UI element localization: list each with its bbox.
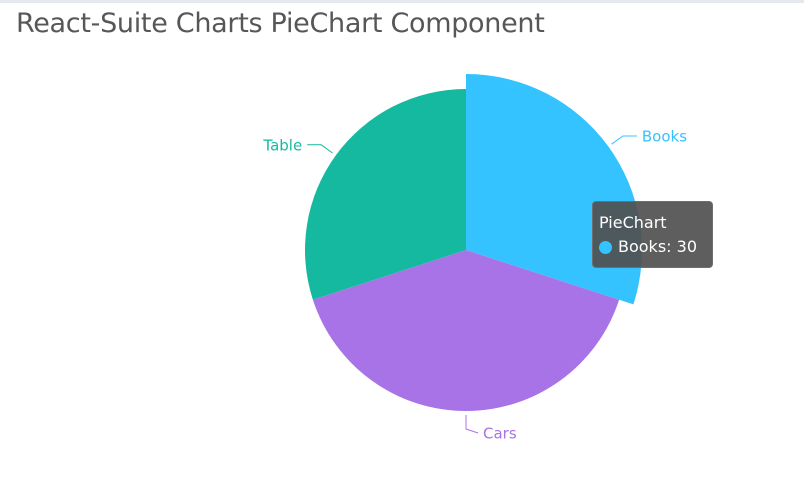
pie-label-books: Books [642,128,687,146]
chart-tooltip: PieChart Books: 30 [592,201,713,268]
tooltip-row: Books: 30 [599,235,712,259]
pie-label-table: Table [262,136,302,154]
top-divider [0,0,804,3]
pie-label-line-cars [465,415,479,434]
tooltip-title: PieChart [599,213,667,232]
pie-label-line-table [307,144,333,154]
tooltip-value: 30 [676,237,697,256]
tooltip-series-label: Books [618,237,667,256]
tooltip-separator: : [666,237,677,256]
pie-label-line-books [611,135,637,145]
tooltip-series-dot [599,240,612,254]
pie-label-cars: Cars [483,425,517,443]
page-title: React-Suite Charts PieChart Component [16,8,545,39]
pie-labels: Books Cars Table [262,128,687,443]
pie-slice-cars[interactable] [312,250,620,411]
pie-slice-table[interactable] [305,89,466,300]
